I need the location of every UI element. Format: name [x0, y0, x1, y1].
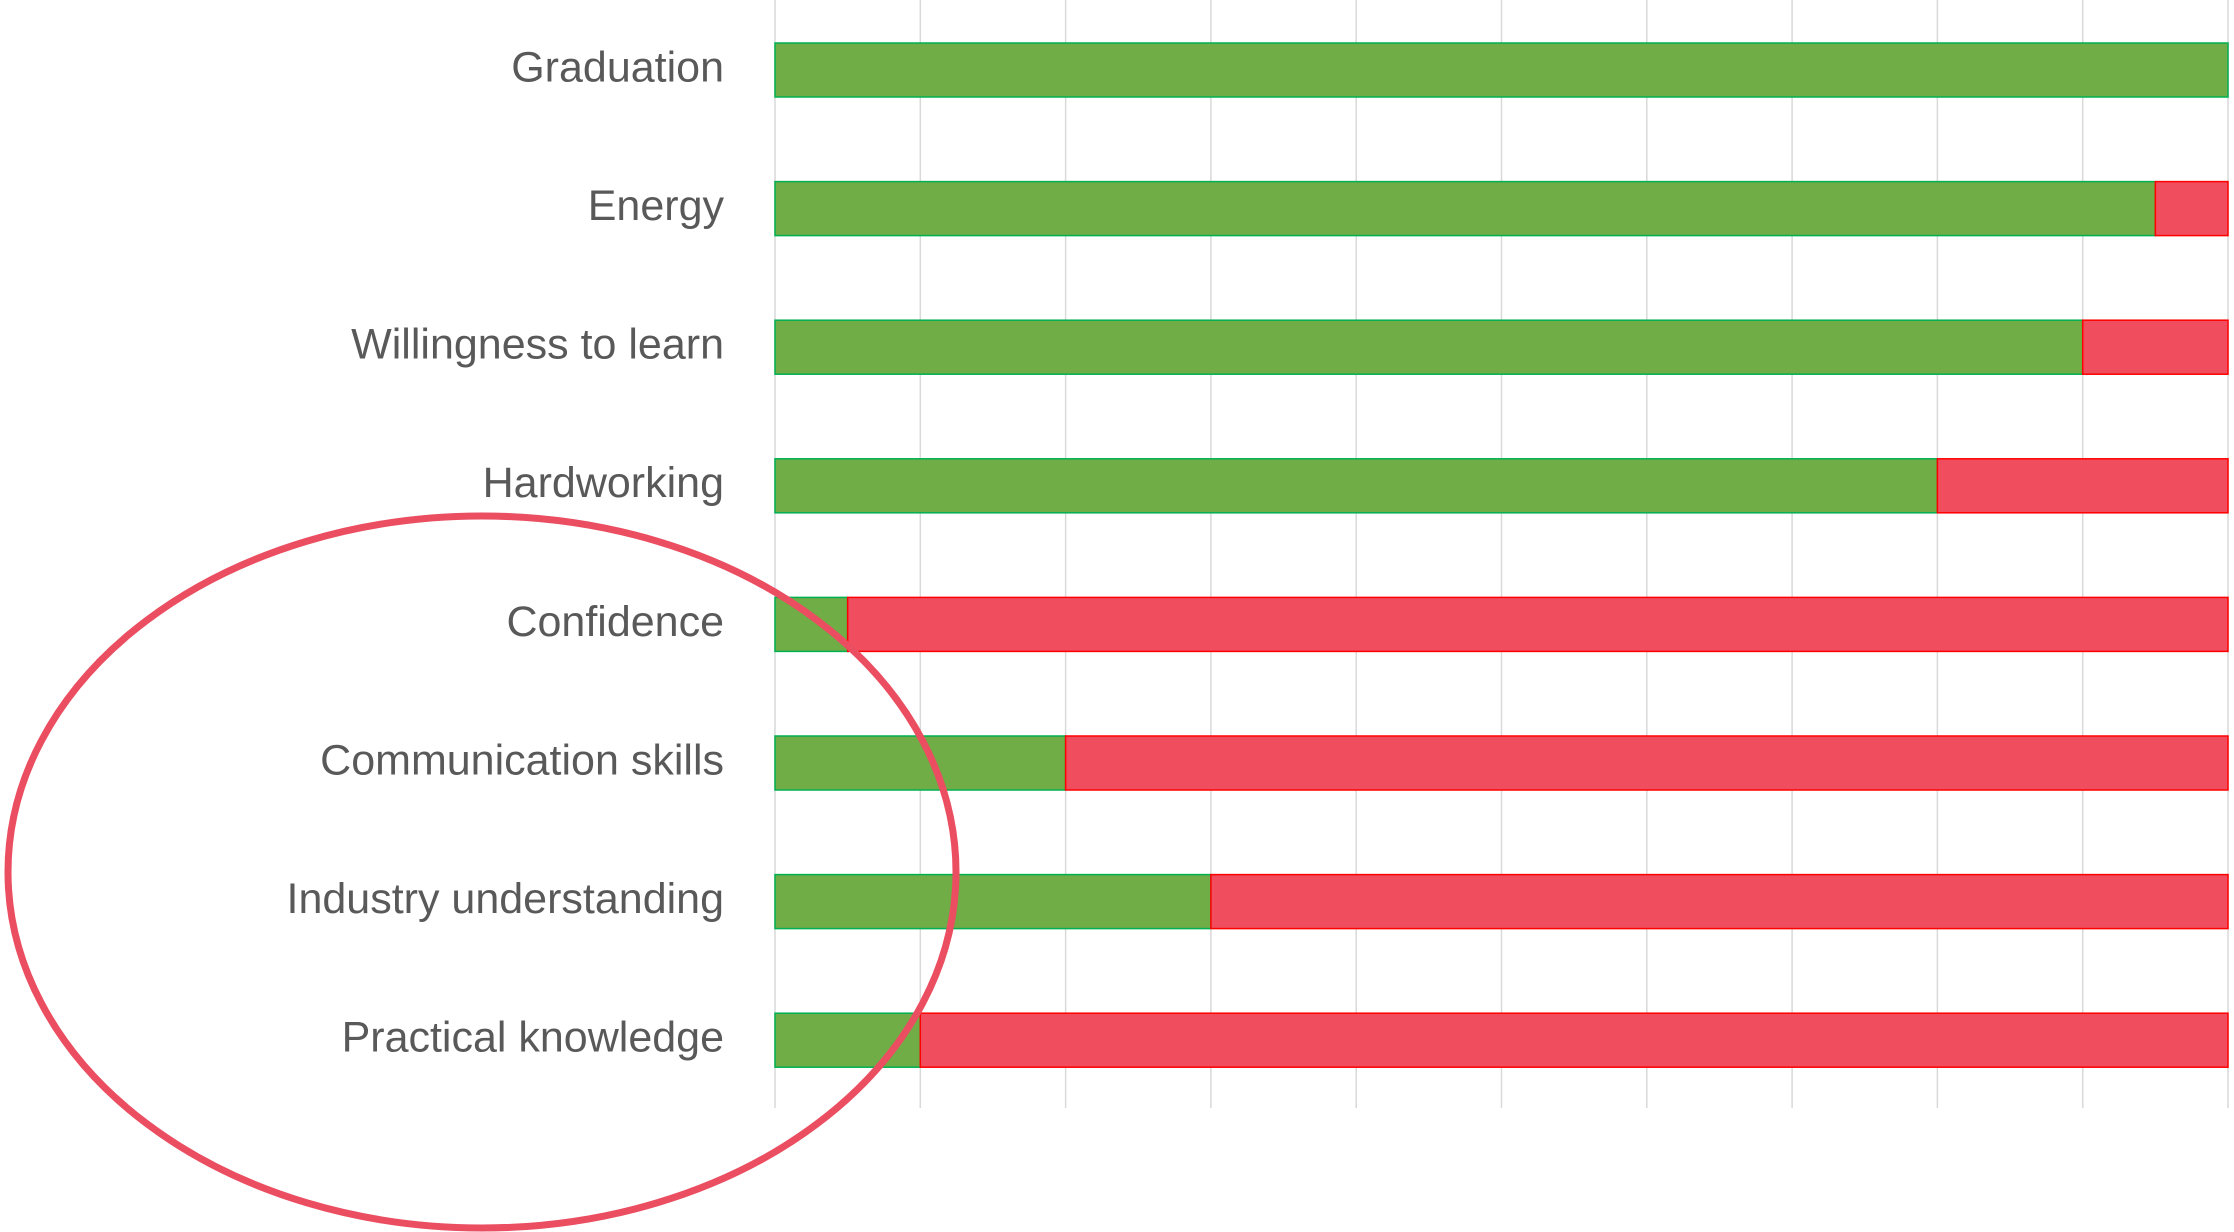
bar-segment	[774, 735, 1067, 791]
bar-segment	[774, 180, 2157, 237]
bar-segment	[846, 596, 2229, 653]
bar-segment	[1210, 873, 2229, 930]
bar-segment	[1064, 735, 2229, 791]
category-label: Industry understanding	[287, 875, 724, 923]
bar-segment	[774, 873, 1212, 930]
category-label: Graduation	[511, 43, 724, 91]
bar-segment	[2081, 319, 2229, 375]
category-label: Confidence	[506, 598, 724, 646]
labels: Graduation Energy Willingness to learn Hard…	[287, 43, 725, 1061]
bars	[774, 42, 2229, 1068]
category-label: Energy	[588, 182, 725, 230]
bar-segment	[774, 42, 2229, 98]
bar-segment	[774, 319, 2084, 375]
grid	[774, 0, 2229, 1108]
bar-segment	[2154, 180, 2229, 237]
highlight-ellipse	[4, 512, 960, 1232]
category-label: Communication skills	[320, 736, 724, 784]
bar-segment	[774, 458, 1939, 514]
category-label: Willingness to learn	[351, 321, 724, 369]
bar-segment	[1936, 458, 2229, 514]
category-label: Practical knowledge	[342, 1014, 724, 1062]
bar-segment	[774, 596, 849, 653]
category-label: Hardworking	[483, 459, 724, 507]
bar-segment	[919, 1012, 2229, 1068]
